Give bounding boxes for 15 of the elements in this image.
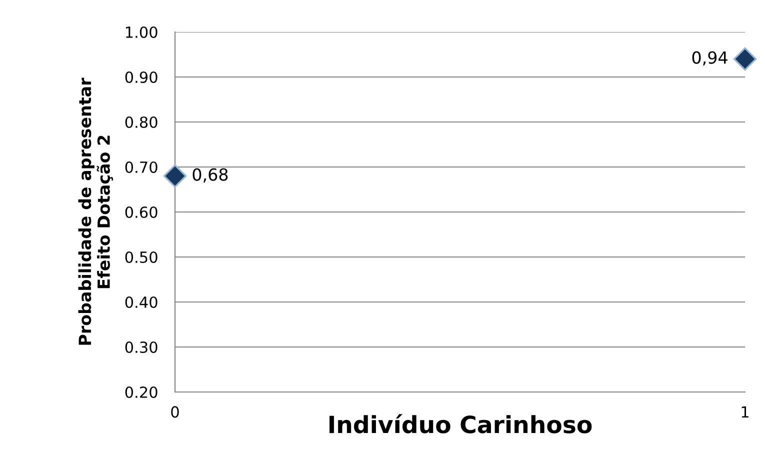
y-tick-label: 1.00 — [126, 26, 158, 38]
y-tick-label: 0.90 — [125, 71, 158, 84]
data-label: 0,68 — [192, 168, 228, 183]
x-tick-label: 0 — [171, 406, 179, 418]
y-tick-label: 0.30 — [125, 341, 158, 354]
y-tick-label: 0.80 — [125, 116, 158, 128]
y-tick-label: 0.50 — [125, 251, 158, 264]
x-tick-label: 1 — [742, 406, 748, 418]
y-tick-label: 0.20 — [125, 386, 158, 398]
data-label: 0,94 — [692, 51, 728, 66]
y-tick-label: 0.40 — [125, 296, 158, 308]
x-axis-title: Indivíduo Carinhoso — [330, 414, 592, 434]
y-tick-label: 0.60 — [125, 206, 158, 218]
y-axis-title: Probabilidade de apresentar Efeito Dotação 2 — [78, 78, 113, 345]
y-tick-label: 0.70 — [125, 161, 158, 174]
